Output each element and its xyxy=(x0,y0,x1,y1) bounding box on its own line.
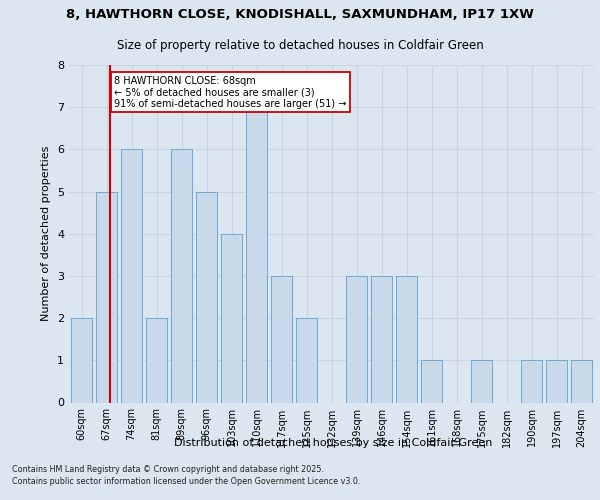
Bar xyxy=(71,318,92,402)
Y-axis label: Number of detached properties: Number of detached properties xyxy=(41,146,52,322)
Bar xyxy=(546,360,567,403)
Text: Contains HM Land Registry data © Crown copyright and database right 2025.: Contains HM Land Registry data © Crown c… xyxy=(12,466,324,474)
Bar xyxy=(146,318,167,402)
Text: 8, HAWTHORN CLOSE, KNODISHALL, SAXMUNDHAM, IP17 1XW: 8, HAWTHORN CLOSE, KNODISHALL, SAXMUNDHA… xyxy=(66,8,534,22)
Bar xyxy=(571,360,592,403)
Bar xyxy=(346,276,367,402)
Bar xyxy=(196,192,217,402)
Bar xyxy=(296,318,317,402)
Bar xyxy=(121,150,142,402)
Bar xyxy=(171,150,192,402)
Bar xyxy=(371,276,392,402)
Bar xyxy=(396,276,417,402)
Bar xyxy=(96,192,117,402)
Bar xyxy=(471,360,492,403)
Bar xyxy=(521,360,542,403)
Bar xyxy=(246,107,267,403)
Text: Distribution of detached houses by size in Coldfair Green: Distribution of detached houses by size … xyxy=(174,438,492,448)
Bar xyxy=(221,234,242,402)
Text: Size of property relative to detached houses in Coldfair Green: Size of property relative to detached ho… xyxy=(116,38,484,52)
Text: 8 HAWTHORN CLOSE: 68sqm
← 5% of detached houses are smaller (3)
91% of semi-deta: 8 HAWTHORN CLOSE: 68sqm ← 5% of detached… xyxy=(114,76,346,108)
Bar xyxy=(421,360,442,403)
Text: Contains public sector information licensed under the Open Government Licence v3: Contains public sector information licen… xyxy=(12,477,361,486)
Bar xyxy=(271,276,292,402)
